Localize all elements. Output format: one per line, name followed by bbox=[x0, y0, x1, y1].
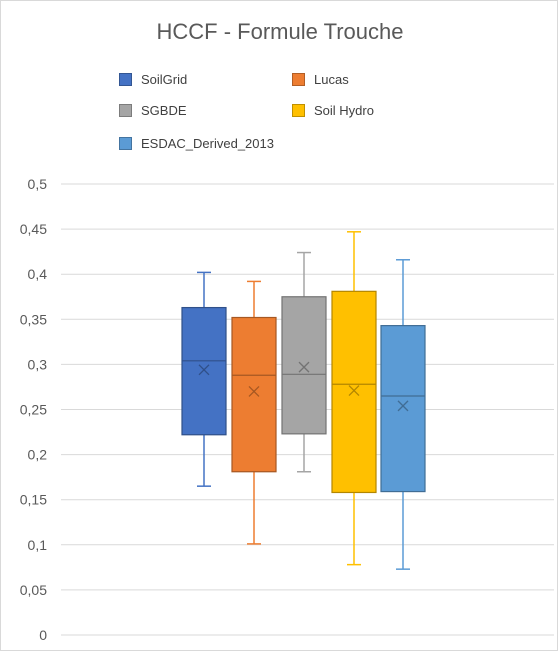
y-tick-label: 0,25 bbox=[20, 402, 47, 418]
y-tick-label: 0,05 bbox=[20, 582, 47, 598]
legend-label-esdac: ESDAC_Derived_2013 bbox=[141, 136, 274, 151]
y-tick-label: 0,2 bbox=[28, 447, 48, 463]
box-sgbde bbox=[281, 251, 327, 473]
iqr-box bbox=[181, 306, 227, 436]
y-tick-label: 0,35 bbox=[20, 311, 47, 327]
y-tick-label: 0,1 bbox=[28, 537, 48, 553]
mean-marker bbox=[397, 400, 409, 412]
y-tick-label: 0,15 bbox=[20, 492, 47, 508]
y-tick-label: 0,45 bbox=[20, 221, 47, 237]
legend-item-soilgrid: SoilGrid bbox=[119, 72, 187, 87]
legend-item-lucas: Lucas bbox=[292, 72, 349, 87]
y-axis: 0 0,05 0,1 0,15 0,2 0,25 0,3 0,35 0,4 0,45 0,5 bbox=[20, 176, 47, 643]
box-soil-hydro bbox=[331, 231, 377, 566]
legend-label-soilgrid: SoilGrid bbox=[141, 72, 188, 87]
mean-marker bbox=[198, 364, 210, 376]
legend-label-soil-hydro: Soil Hydro bbox=[314, 103, 374, 118]
y-tick-label: 0,3 bbox=[28, 356, 48, 372]
box-esdac-derived-2013 bbox=[380, 259, 426, 570]
y-tick-label: 0,4 bbox=[28, 266, 48, 282]
y-tick-label: 0 bbox=[39, 627, 47, 643]
chart-title: HCCF - Formule Trouche bbox=[156, 19, 404, 44]
legend-label-lucas: Lucas bbox=[314, 72, 349, 87]
legend-item-sgbde: SGBDE bbox=[119, 103, 187, 118]
iqr-box bbox=[380, 325, 426, 493]
y-tick-label: 0,5 bbox=[28, 176, 48, 192]
legend-item-esdac: ESDAC_Derived_2013 bbox=[119, 136, 274, 151]
legend-item-soil-hydro: Soil Hydro bbox=[292, 103, 374, 118]
legend-label-sgbde: SGBDE bbox=[141, 103, 187, 118]
legend-swatch-esdac bbox=[119, 137, 132, 150]
mean-marker bbox=[348, 385, 360, 397]
legend-swatch-lucas bbox=[292, 73, 305, 86]
iqr-box bbox=[331, 290, 377, 494]
legend-swatch-soil-hydro bbox=[292, 104, 305, 117]
iqr-box bbox=[231, 316, 277, 473]
legend-swatch-sgbde bbox=[119, 104, 132, 117]
box-soilgrid bbox=[181, 271, 227, 487]
box-lucas bbox=[231, 280, 277, 545]
legend-swatch-soilgrid bbox=[119, 73, 132, 86]
mean-marker bbox=[298, 361, 310, 373]
gridlines bbox=[61, 183, 554, 636]
box-series bbox=[181, 231, 426, 570]
iqr-box bbox=[281, 296, 327, 435]
mean-marker bbox=[248, 386, 260, 397]
